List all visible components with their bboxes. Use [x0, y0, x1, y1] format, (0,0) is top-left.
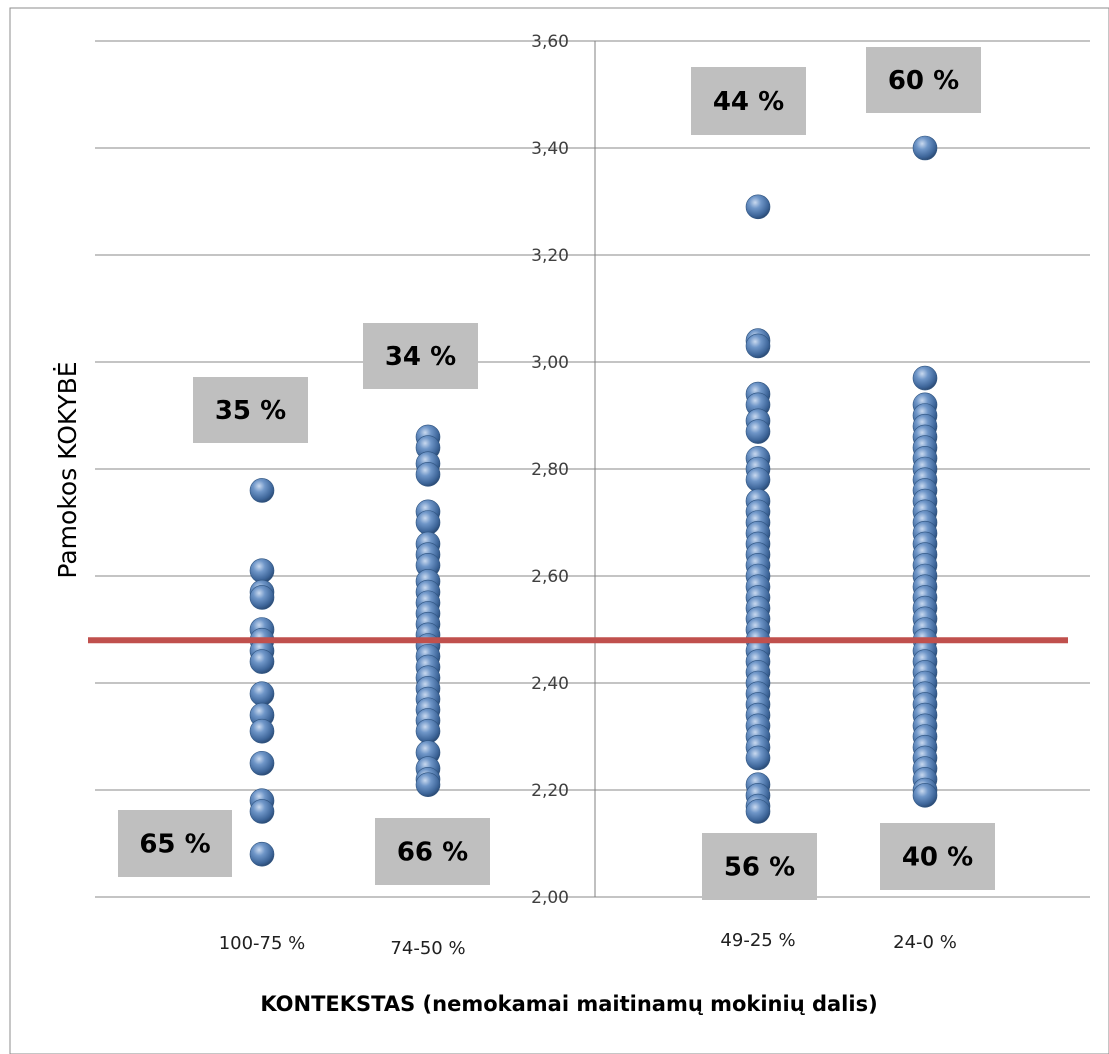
data-point [249, 478, 275, 503]
percentage-labels: 35 % 65 % 34 % 66 % 44 % 56 % 60 % 40 % [118, 47, 995, 900]
category-label: 24-0 % [893, 932, 957, 953]
percent-box-above [363, 323, 478, 389]
percent-box-below [375, 818, 490, 885]
data-point [249, 841, 275, 867]
data-point [249, 649, 275, 674]
data-point [912, 135, 938, 161]
category-labels: 100-75 % 74-50 % 49-25 % 24-0 % [219, 930, 957, 959]
percent-box-above [691, 67, 806, 135]
percent-label-above: 34 % [385, 342, 456, 372]
data-point [745, 194, 771, 220]
y-tick-label: 3,00 [531, 353, 569, 373]
percent-box-below [702, 833, 817, 900]
data-point [415, 772, 441, 797]
data-point [415, 462, 441, 487]
percent-box-below [118, 810, 232, 877]
percent-box-below [880, 823, 995, 890]
category-label: 49-25 % [720, 930, 795, 951]
y-tick-label: 3,40 [531, 139, 569, 159]
data-point [912, 783, 938, 808]
percent-label-above: 60 % [888, 66, 959, 96]
y-tick-label: 2,20 [531, 781, 569, 801]
data-point [912, 365, 938, 391]
percent-label-below: 65 % [139, 830, 210, 860]
data-point [745, 799, 771, 824]
data-point [745, 333, 771, 359]
percent-label-below: 40 % [902, 843, 973, 873]
percent-box-above [193, 377, 308, 443]
category-label: 74-50 % [390, 938, 465, 959]
y-tick-label: 2,40 [531, 674, 569, 694]
y-axis-label: Pamokos KOKYBĖ [53, 361, 82, 578]
data-point [249, 718, 275, 744]
data-point [745, 467, 771, 493]
percent-box-above [866, 47, 981, 113]
percent-label-above: 35 % [215, 396, 286, 426]
data-point [249, 585, 275, 610]
data-point [249, 681, 275, 707]
percent-label-below: 66 % [397, 838, 468, 868]
y-tick-label: 2,80 [531, 460, 569, 480]
data-point [745, 745, 771, 771]
y-tick-label: 3,20 [531, 246, 569, 266]
data-point [249, 750, 275, 776]
category-label: 100-75 % [219, 933, 306, 954]
y-tick-label: 2,60 [531, 567, 569, 587]
data-point [249, 799, 275, 824]
data-point [415, 510, 441, 535]
data-point [415, 718, 441, 744]
y-tick-label: 2,00 [531, 888, 569, 908]
percent-label-above: 44 % [713, 87, 784, 117]
percent-label-below: 56 % [724, 853, 795, 883]
y-tick-labels: 2,00 2,20 2,40 2,60 2,80 3,00 3,20 3,40 3,60 [531, 32, 569, 908]
data-point [745, 419, 771, 444]
y-tick-label: 3,60 [531, 32, 569, 52]
x-axis-label: KONTEKSTAS (nemokamai maitinamų mokinių … [260, 992, 877, 1016]
data-point [249, 558, 275, 583]
